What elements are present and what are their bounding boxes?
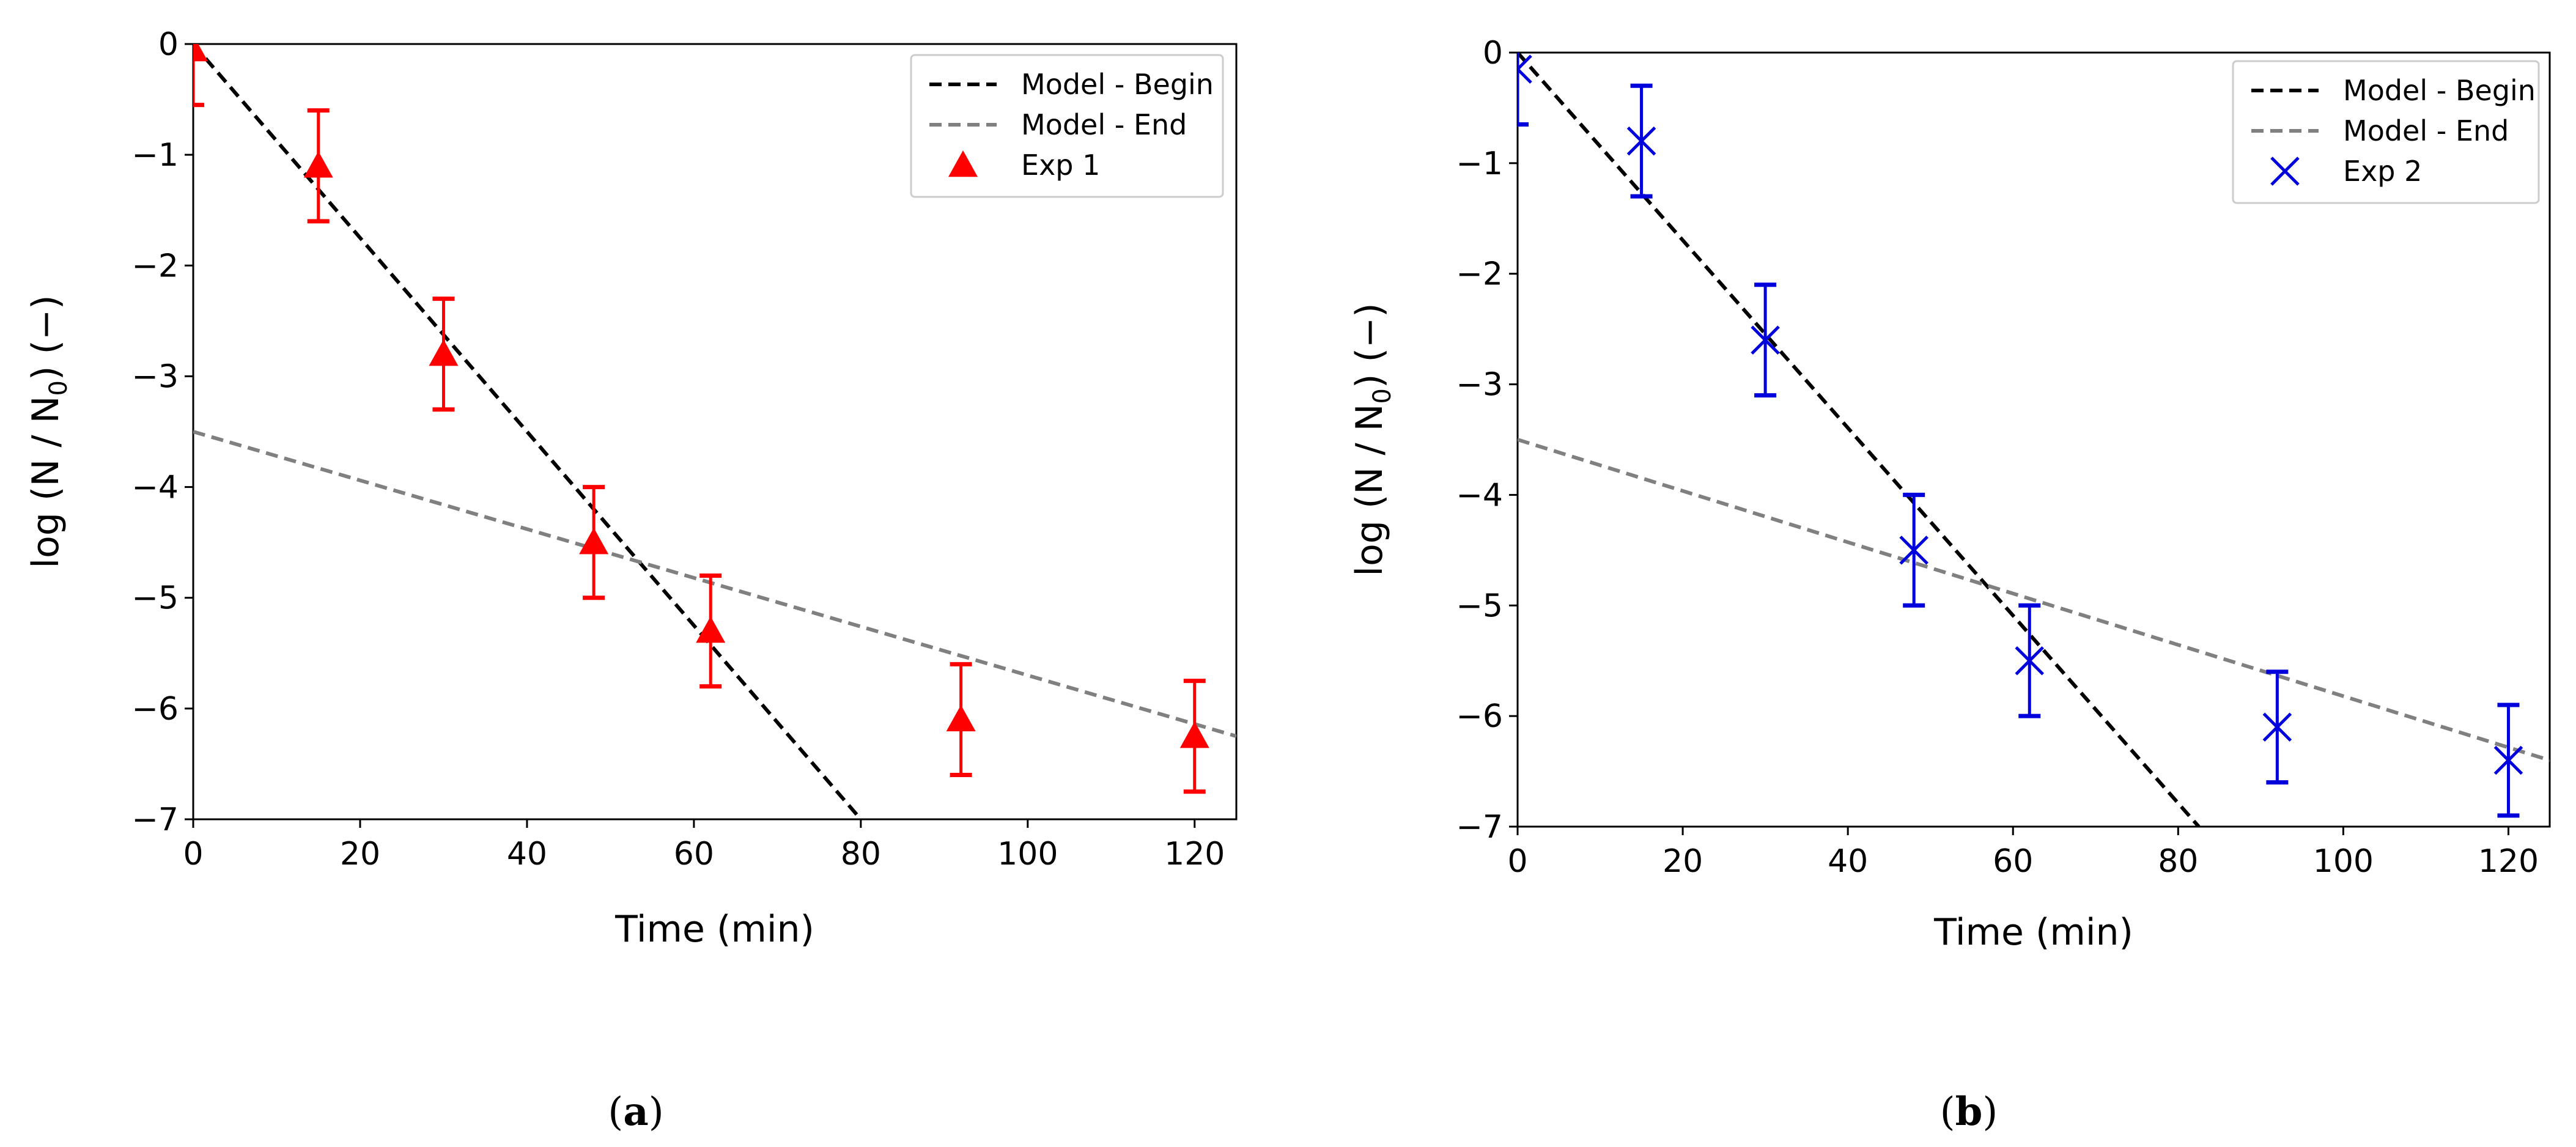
series-line-model-end <box>193 430 1236 739</box>
panel-label-paren: ( <box>1940 1090 1955 1135</box>
panel-label-paren: ) <box>1982 1090 1998 1135</box>
y-axis-label-part: ) (−) <box>24 295 67 380</box>
data-point <box>1518 54 1532 84</box>
series-line-model-begin <box>1518 53 2201 827</box>
x-tick-label: 80 <box>2158 843 2198 880</box>
data-point-stroke-2 <box>2015 646 2045 676</box>
y-tick-label: −6 <box>1456 698 1503 735</box>
legend-box <box>2232 60 2540 204</box>
data-point-stroke-2 <box>2493 745 2523 775</box>
panel-label-paren: ) <box>649 1090 664 1135</box>
y-axis-label: log (N / N0) (−) <box>24 295 73 568</box>
y-tick-label: −2 <box>131 248 179 284</box>
data-point <box>1899 536 1928 565</box>
x-axis-label: Time (min) <box>1933 911 2133 954</box>
data-point <box>303 151 333 178</box>
x-axis-label: Time (min) <box>614 908 814 951</box>
y-tick-label: 0 <box>158 26 179 63</box>
y-tick-label: −3 <box>131 358 179 395</box>
data-point <box>1751 325 1780 355</box>
legend-entry-label: Model - Begin <box>2343 74 2536 107</box>
y-tick-label: −7 <box>1456 809 1503 846</box>
legend-box <box>910 54 1224 198</box>
y-axis-label: log (N / N0) (−) <box>1348 303 1397 576</box>
plot-area <box>193 44 1236 819</box>
y-tick-label: −4 <box>1456 477 1503 514</box>
data-point <box>429 339 459 366</box>
legend-swatch-marker <box>948 150 978 177</box>
x-tick-label: 120 <box>2478 843 2539 880</box>
data-point <box>2015 646 2045 676</box>
panel-label: (b) <box>1940 1089 1998 1135</box>
legend-entry-label: Model - Begin <box>1021 68 1214 101</box>
data-point <box>2493 745 2523 775</box>
y-tick-label: −5 <box>131 580 179 617</box>
y-axis-label-subscript: 0 <box>45 380 73 396</box>
legend: Model - Begin Model - End Exp 1 <box>910 54 1224 198</box>
y-tick-label: −4 <box>131 470 179 506</box>
data-point <box>696 616 726 643</box>
y-tick-label: −3 <box>1456 367 1503 404</box>
x-tick-label: 40 <box>1828 843 1868 880</box>
legend-entry-label: Model - End <box>2343 114 2509 147</box>
y-tick-label: −1 <box>1456 146 1503 182</box>
x-tick-label: 0 <box>183 836 203 872</box>
data-point <box>579 528 609 555</box>
y-tick-label: −1 <box>131 137 179 174</box>
legend-entry-label: Exp 1 <box>1021 149 1100 182</box>
x-tick-label: 120 <box>1164 836 1225 872</box>
series-line-model-begin <box>193 44 863 819</box>
x-tick-label: 20 <box>340 836 380 872</box>
y-tick-label: −5 <box>1456 588 1503 624</box>
x-tick-label: 80 <box>841 836 881 872</box>
x-tick-label: 100 <box>2313 843 2374 880</box>
legend-swatch-marker <box>2270 157 2300 186</box>
legend-swatch-marker-stroke-2 <box>2270 157 2300 186</box>
panel-label-paren: ( <box>608 1090 623 1135</box>
data-point-stroke-2 <box>2262 712 2292 742</box>
x-tick-label: 20 <box>1663 843 1703 880</box>
plot-area <box>1518 53 2550 827</box>
legend-entry-label: Exp 2 <box>2343 155 2422 188</box>
y-tick-label: −2 <box>1456 256 1503 293</box>
y-axis-label-part: log (N / N <box>1348 404 1391 576</box>
y-tick-label: 0 <box>1483 35 1503 72</box>
y-axis-label-part: ) (−) <box>1348 303 1391 388</box>
x-tick-label: 60 <box>674 836 714 872</box>
data-point <box>193 44 208 62</box>
data-point-stroke-1 <box>1518 67 1532 84</box>
legend-entry-label: Model - End <box>1021 108 1187 141</box>
legend: Model - Begin Model - End Exp 2 <box>2232 60 2540 204</box>
y-tick-label: −6 <box>131 691 179 728</box>
data-point-stroke-2 <box>1899 536 1928 565</box>
chart-panel-a: 0 20 40 60 80 100 120 0 −1 −2 −3 −4 −5 −6 −7 Time (min)… <box>24 26 1238 1135</box>
series-line-model-end <box>1518 438 2550 762</box>
data-point-stroke-2 <box>1518 54 1532 72</box>
chart-panel-b: 0 20 40 60 80 100 120 0 −1 −2 −3 −4 −5 −6 −7 Time (min)… <box>1348 35 2551 1135</box>
x-tick-label: 40 <box>507 836 547 872</box>
data-point-stroke-2 <box>1626 126 1656 156</box>
panel-label-letter: a <box>623 1089 648 1135</box>
data-point-stroke-2 <box>1751 325 1780 355</box>
x-tick-label: 0 <box>1507 843 1527 880</box>
y-axis-label-part: log (N / N <box>24 396 67 568</box>
y-axis-label-subscript: 0 <box>1368 388 1397 404</box>
y-tick-label: −7 <box>131 802 179 838</box>
data-point <box>1626 126 1656 156</box>
x-tick-label: 60 <box>1993 843 2033 880</box>
data-point <box>2262 712 2292 742</box>
panel-label: (a) <box>608 1089 663 1135</box>
x-tick-label: 100 <box>997 836 1058 872</box>
panel-label-letter: b <box>1955 1089 1983 1135</box>
data-point <box>1179 721 1209 748</box>
data-point <box>946 704 976 732</box>
